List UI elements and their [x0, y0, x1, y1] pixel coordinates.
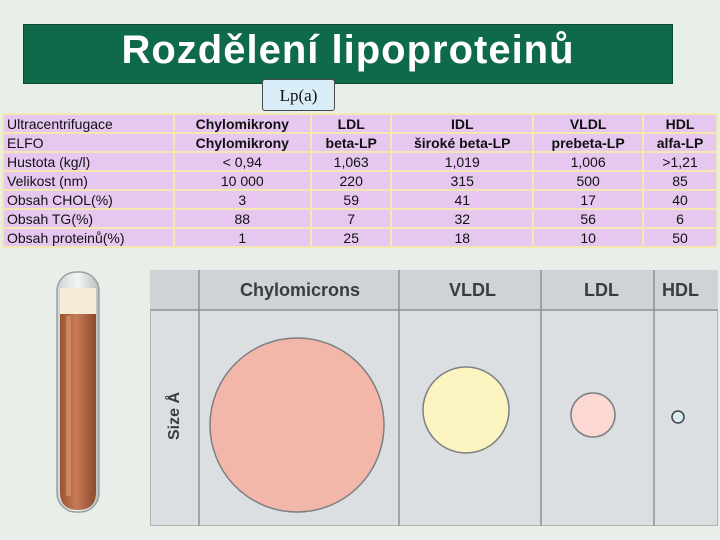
table-cell: široké beta-LP: [392, 134, 533, 151]
table-cell: 1,063: [312, 153, 391, 170]
table-cell: >1,21: [644, 153, 716, 170]
table-row: Ultracentrifugace Chylomikrony LDL IDL VLDL H…: [4, 115, 716, 132]
callout-text: Lp(a): [279, 86, 318, 105]
table-cell: 88: [174, 210, 311, 227]
table-cell: 18: [392, 229, 533, 246]
lpa-callout: Lp(a): [262, 79, 335, 111]
table-cell: 25: [312, 229, 391, 246]
table-cell: 56: [534, 210, 643, 227]
ldl-circle: [570, 392, 616, 438]
table-cell: Chylomikrony: [174, 115, 311, 132]
table-cell: LDL: [312, 115, 391, 132]
tube-plasma: [60, 314, 96, 510]
header-vldl: VLDL: [449, 280, 496, 300]
table-cell: 10 000: [174, 172, 311, 189]
axis-label-size: Size Å: [166, 391, 183, 440]
table-cell: 1,006: [534, 153, 643, 170]
hdl-circle: [671, 410, 685, 424]
table-row: Hustota (kg/l) < 0,94 1,063 1,019 1,006 >1,21: [4, 153, 716, 170]
table-cell: Chylomikrony: [174, 134, 311, 151]
table-cell: 85: [644, 172, 716, 189]
lipoprotein-table: Ultracentrifugace Chylomikrony LDL IDL VLDL H…: [2, 113, 718, 248]
table-cell: IDL: [392, 115, 533, 132]
table-cell: 7: [312, 210, 391, 227]
test-tube-image: [56, 271, 100, 513]
row-label: Obsah proteinů(%): [4, 229, 173, 246]
row-label: Velikost (nm): [4, 172, 173, 189]
table-cell: prebeta-LP: [534, 134, 643, 151]
table-cell: 1: [174, 229, 311, 246]
tube-highlight: [66, 316, 71, 496]
size-diagram-graphics: [150, 270, 718, 526]
table-cell: 220: [312, 172, 391, 189]
table-cell: 315: [392, 172, 533, 189]
tube-cream-layer: [60, 288, 96, 314]
table-row: ELFO Chylomikrony beta-LP široké beta-LP pre…: [4, 134, 716, 151]
table-cell: 17: [534, 191, 643, 208]
table-cell: 6: [644, 210, 716, 227]
row-label: Ultracentrifugace: [4, 115, 173, 132]
table-cell: beta-LP: [312, 134, 391, 151]
table-cell: 40: [644, 191, 716, 208]
table-cell: 41: [392, 191, 533, 208]
table-cell: VLDL: [534, 115, 643, 132]
table-cell: 50: [644, 229, 716, 246]
slide-title: Rozdělení lipoproteinů: [121, 28, 575, 72]
table-cell: alfa-LP: [644, 134, 716, 151]
title-bar: Rozdělení lipoproteinů: [23, 24, 673, 84]
row-label: Hustota (kg/l): [4, 153, 173, 170]
table-cell: 10: [534, 229, 643, 246]
header-chylomicrons: Chylomicrons: [240, 280, 361, 300]
table-cell: 3: [174, 191, 311, 208]
table-cell: 1,019: [392, 153, 533, 170]
table-row: Obsah proteinů(%) 1 25 18 10 50: [4, 229, 716, 246]
table-row: Velikost (nm) 10 000 220 315 500 85: [4, 172, 716, 189]
table-cell: < 0,94: [174, 153, 311, 170]
table-row: Obsah CHOL(%) 3 59 41 17 40: [4, 191, 716, 208]
chylomicron-circle: [209, 337, 385, 513]
diagram-header-band: [150, 270, 718, 310]
table-cell: 500: [534, 172, 643, 189]
table-row: Obsah TG(%) 88 7 32 56 6: [4, 210, 716, 227]
row-label: ELFO: [4, 134, 173, 151]
row-label: Obsah CHOL(%): [4, 191, 173, 208]
header-hdl: HDL: [662, 280, 699, 300]
row-label: Obsah TG(%): [4, 210, 173, 227]
table-cell: 59: [312, 191, 391, 208]
header-ldl: LDL: [584, 280, 619, 300]
table-cell: HDL: [644, 115, 716, 132]
table-cell: 32: [392, 210, 533, 227]
vldl-circle: [422, 366, 510, 454]
